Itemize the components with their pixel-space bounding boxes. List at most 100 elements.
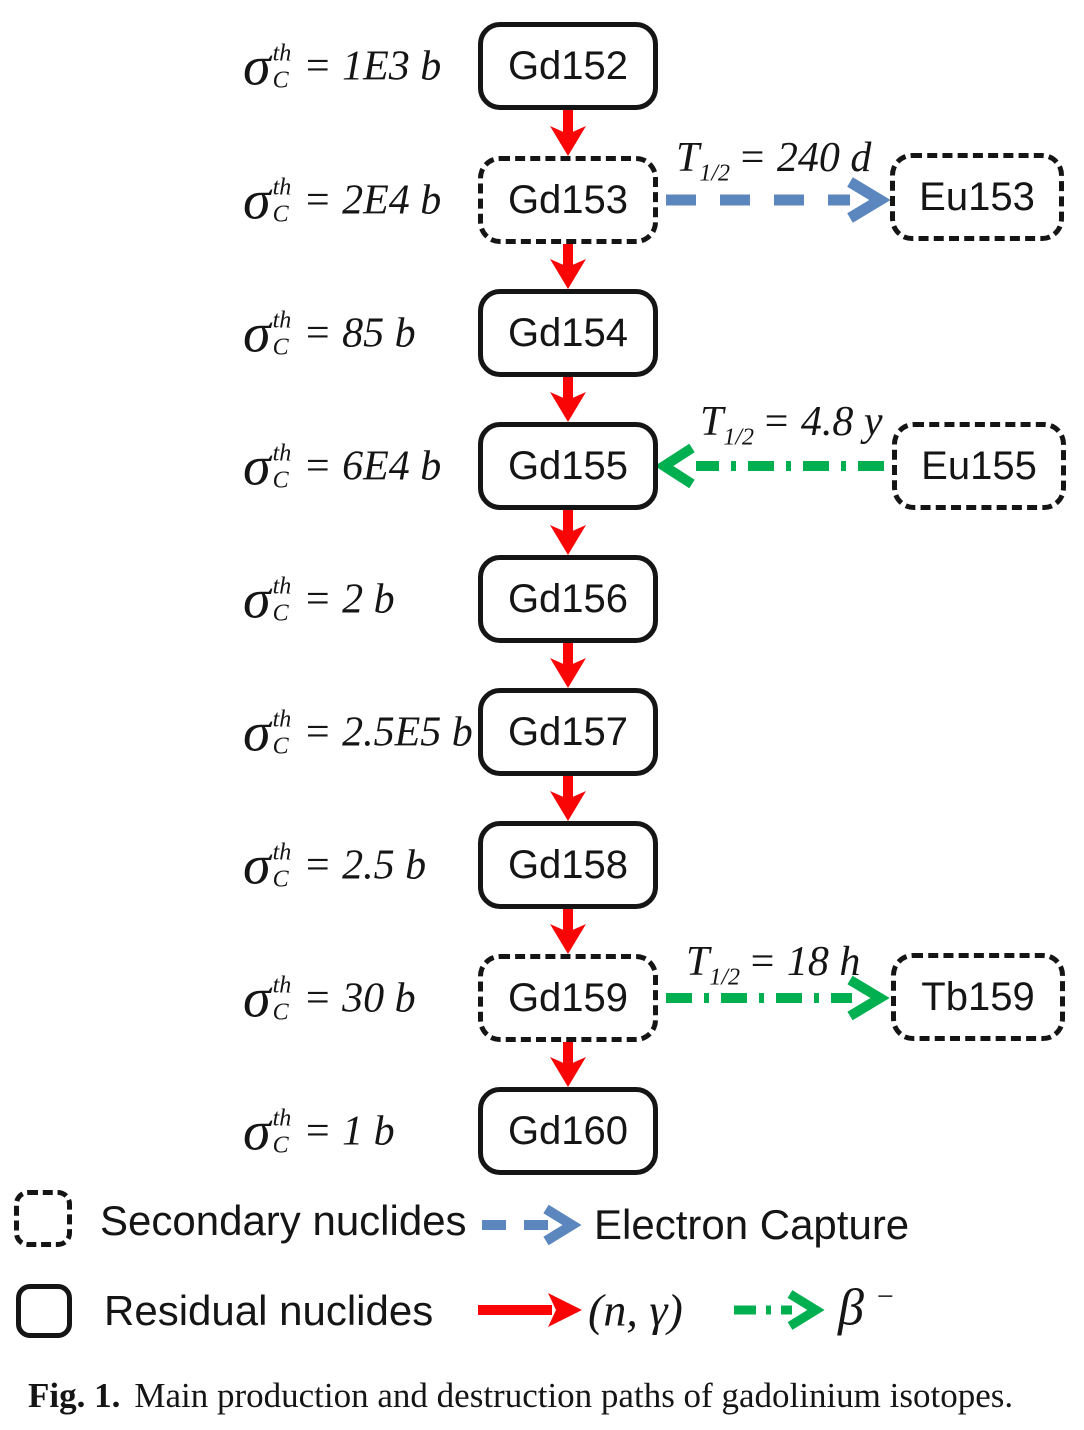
ngamma-arrow-gd152-gd153 bbox=[550, 106, 586, 156]
beta-arrow-gd159-tb159 bbox=[666, 975, 890, 1021]
legend-electron-capture-arrow bbox=[482, 1204, 582, 1246]
figure-caption: Fig. 1. Main production and destruction p… bbox=[28, 1376, 1013, 1416]
nuclide-label: Gd160 bbox=[507, 1108, 629, 1153]
sigma-label-gd155: σ th C = 6E4 b bbox=[243, 435, 442, 497]
sigma-supsub: th C bbox=[273, 309, 292, 360]
sigma-value: = 6E4 b bbox=[303, 443, 442, 489]
nuclide-label: Gd154 bbox=[507, 310, 629, 355]
half-life-value: = 4.8 y bbox=[762, 399, 883, 445]
sigma-value: = 30 b bbox=[303, 975, 416, 1021]
nuclide-box-gd160: Gd160 bbox=[478, 1087, 658, 1175]
half-life-value: = 240 d bbox=[738, 135, 872, 181]
half-life-symbol: T bbox=[700, 399, 724, 445]
sigma-subscript: C bbox=[272, 201, 289, 228]
sigma-value: = 85 b bbox=[303, 310, 416, 356]
sigma-value: = 2E4 b bbox=[303, 177, 442, 223]
sigma-subscript: C bbox=[272, 467, 289, 494]
nuclide-box-gd159: Gd159 bbox=[478, 954, 658, 1042]
sigma-label-gd156: σ th C = 2 b bbox=[243, 568, 395, 630]
electron-capture-arrow-gd153-eu153 bbox=[666, 177, 891, 223]
sigma-subscript: C bbox=[272, 999, 289, 1026]
sigma-supsub: th C bbox=[273, 1107, 292, 1158]
nuclide-box-gd157: Gd157 bbox=[478, 688, 658, 776]
sigma-subscript: C bbox=[272, 67, 289, 94]
sigma-label-gd159: σ th C = 30 b bbox=[243, 967, 416, 1029]
nuclide-label: Tb159 bbox=[921, 974, 1035, 1019]
sigma-superscript: th bbox=[272, 972, 292, 999]
sigma-value: = 2.5 b bbox=[303, 842, 427, 888]
sigma-label-gd160: σ th C = 1 b bbox=[243, 1100, 395, 1162]
legend-secondary-label: Secondary nuclides bbox=[100, 1197, 467, 1244]
nuclide-box-gd154: Gd154 bbox=[478, 289, 658, 377]
nuclide-box-gd155: Gd155 bbox=[478, 422, 658, 510]
sigma-superscript: th bbox=[272, 1105, 292, 1132]
sigma-supsub: th C bbox=[273, 442, 292, 493]
nuclide-label: Gd157 bbox=[507, 709, 629, 754]
sigma-value: = 2 b bbox=[303, 576, 395, 622]
half-life-symbol: T bbox=[686, 939, 710, 985]
legend-ngamma-arrow bbox=[478, 1293, 582, 1327]
nuclide-box-gd156: Gd156 bbox=[478, 555, 658, 643]
nuclide-label: Gd155 bbox=[507, 443, 629, 488]
beta-symbol: β bbox=[838, 1279, 864, 1337]
sigma-subscript: C bbox=[272, 1132, 289, 1159]
nuclide-label: Eu153 bbox=[919, 174, 1035, 219]
nuclide-box-gd153: Gd153 bbox=[478, 156, 658, 244]
sigma-value: = 1 b bbox=[303, 1108, 395, 1154]
legend-residual-box-icon bbox=[16, 1284, 72, 1338]
sigma-supsub: th C bbox=[273, 708, 292, 759]
nuclide-label: Gd153 bbox=[507, 177, 629, 222]
sigma-label-gd153: σ th C = 2E4 b bbox=[243, 169, 442, 231]
caption-label: Fig. 1. bbox=[28, 1376, 121, 1415]
nuclide-label: Gd158 bbox=[507, 842, 629, 887]
half-life-subscript: 1/2 bbox=[723, 424, 755, 451]
ngamma-arrow-gd155-gd156 bbox=[550, 508, 586, 555]
sigma-subscript: C bbox=[272, 866, 289, 893]
half-life-label-gd159-tb159: T1/2 = 18 h bbox=[686, 938, 860, 991]
sigma-label-gd158: σ th C = 2.5 b bbox=[243, 834, 427, 896]
nuclide-label: Gd152 bbox=[507, 43, 629, 88]
sigma-label-gd154: σ th C = 85 b bbox=[243, 302, 416, 364]
ngamma-arrow-gd154-gd155 bbox=[550, 375, 586, 422]
sigma-superscript: th bbox=[272, 40, 292, 67]
nuclide-box-tb159: Tb159 bbox=[891, 953, 1065, 1041]
sigma-superscript: th bbox=[272, 573, 292, 600]
nuclide-label: Gd159 bbox=[507, 975, 629, 1020]
sigma-superscript: th bbox=[272, 440, 292, 467]
nuclide-label: Gd156 bbox=[507, 576, 629, 621]
legend-beta-label: β − bbox=[838, 1279, 894, 1338]
half-life-subscript: 1/2 bbox=[709, 964, 741, 991]
sigma-superscript: th bbox=[272, 839, 292, 866]
legend-ngamma-label: (n, γ) bbox=[588, 1284, 683, 1336]
beta-arrow-eu155-gd155 bbox=[654, 443, 884, 489]
sigma-subscript: C bbox=[272, 334, 289, 361]
sigma-subscript: C bbox=[272, 733, 289, 760]
nuclide-box-gd158: Gd158 bbox=[478, 821, 658, 909]
sigma-value: = 2.5E5 b bbox=[303, 709, 473, 755]
sigma-supsub: th C bbox=[273, 42, 292, 93]
sigma-superscript: th bbox=[272, 174, 292, 201]
ngamma-arrow-gd156-gd157 bbox=[550, 641, 586, 688]
sigma-value: = 1E3 b bbox=[303, 43, 442, 89]
nuclide-box-eu153: Eu153 bbox=[890, 153, 1064, 241]
sigma-supsub: th C bbox=[273, 575, 292, 626]
nuclide-label: Eu155 bbox=[921, 443, 1037, 488]
caption-text: Main production and destruction paths of… bbox=[134, 1376, 1014, 1415]
sigma-label-gd152: σ th C = 1E3 b bbox=[243, 35, 442, 97]
beta-minus-superscript: − bbox=[876, 1280, 894, 1314]
sigma-superscript: th bbox=[272, 307, 292, 334]
half-life-value: = 18 h bbox=[748, 939, 861, 985]
legend-residual-label: Residual nuclides bbox=[104, 1287, 434, 1334]
half-life-symbol: T bbox=[676, 135, 700, 181]
sigma-label-gd157: σ th C = 2.5E5 b bbox=[243, 701, 473, 763]
sigma-supsub: th C bbox=[273, 841, 292, 892]
legend-electron-capture-label: Electron Capture bbox=[594, 1201, 910, 1248]
sigma-supsub: th C bbox=[273, 974, 292, 1025]
nuclide-box-gd152: Gd152 bbox=[478, 22, 658, 110]
legend-beta-arrow bbox=[734, 1290, 825, 1330]
ngamma-arrow-gd158-gd159 bbox=[550, 907, 586, 954]
ngamma-arrow-gd153-gd154 bbox=[550, 242, 586, 289]
nuclide-box-eu155: Eu155 bbox=[892, 422, 1066, 510]
